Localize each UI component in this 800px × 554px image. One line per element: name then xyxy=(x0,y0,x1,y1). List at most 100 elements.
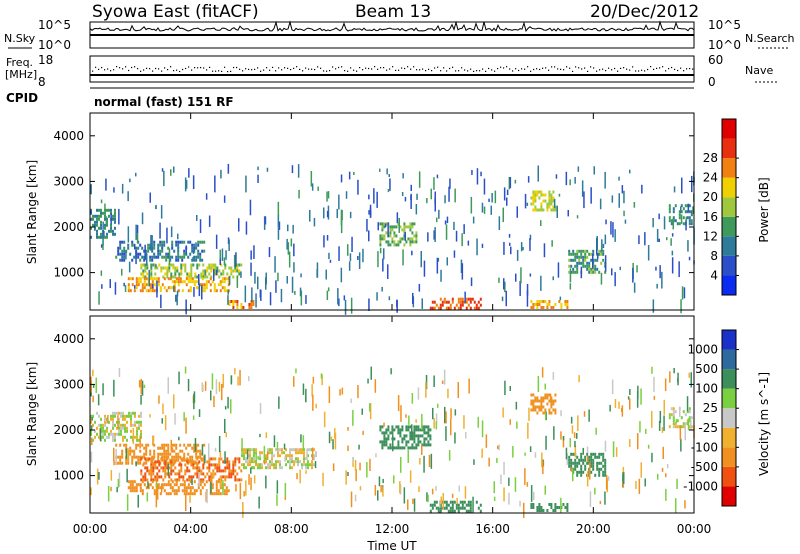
echo-cell xyxy=(397,428,400,432)
echo-cell xyxy=(399,225,402,229)
echo-cell xyxy=(236,269,239,273)
echo-cell xyxy=(173,280,176,284)
echo-cell xyxy=(430,453,433,469)
echo-cell xyxy=(245,460,247,464)
echo-cell xyxy=(445,306,448,310)
echo-cell xyxy=(142,478,145,482)
echo-cell xyxy=(611,195,614,203)
echo-cell xyxy=(250,477,252,490)
echo-cell xyxy=(215,379,218,395)
echo-cell xyxy=(427,434,430,438)
echo-cell xyxy=(178,371,180,385)
echo-cell xyxy=(552,402,555,406)
echo-cell xyxy=(230,375,233,385)
nave-dot xyxy=(506,66,508,68)
echo-cell xyxy=(461,300,464,304)
echo-cell xyxy=(389,234,392,238)
echo-cell xyxy=(202,478,205,482)
echo-cell xyxy=(157,277,160,281)
echo-cell xyxy=(204,269,207,273)
echo-cell xyxy=(328,252,330,260)
echo-cell xyxy=(171,280,174,284)
echo-cell xyxy=(391,225,394,229)
echo-cell xyxy=(188,469,191,473)
echo-cell xyxy=(153,289,156,293)
echo-cell xyxy=(200,275,203,279)
echo-cell xyxy=(206,489,208,504)
echo-cell xyxy=(273,435,276,448)
echo-cell xyxy=(220,469,223,473)
echo-cell xyxy=(651,411,653,428)
echo-cell xyxy=(668,210,671,214)
echo-cell xyxy=(118,208,120,225)
echo-cell xyxy=(536,190,539,194)
echo-cell xyxy=(253,475,256,484)
echo-cell xyxy=(192,415,195,420)
nave-dot xyxy=(413,66,415,68)
echo-cell xyxy=(389,243,392,247)
echo-cell xyxy=(377,490,379,501)
echo-cell xyxy=(185,486,188,490)
echo-cell xyxy=(476,238,478,256)
echo-cell xyxy=(586,267,589,271)
echo-cell xyxy=(98,214,100,218)
echo-cell xyxy=(520,267,522,284)
echo-cell xyxy=(199,452,202,456)
echo-cell xyxy=(566,453,568,465)
nave-dot xyxy=(146,67,148,69)
echo-cell xyxy=(134,411,136,415)
echo-cell xyxy=(433,300,436,304)
echo-cell xyxy=(195,242,197,249)
echo-cell xyxy=(688,407,691,411)
nave-dot xyxy=(572,70,574,72)
echo-cell xyxy=(668,216,671,220)
echo-cell xyxy=(558,506,561,509)
echo-cell xyxy=(472,496,474,514)
echo-cell xyxy=(473,459,475,465)
echo-cell xyxy=(191,246,194,250)
nave-dot xyxy=(539,68,541,71)
echo-cell xyxy=(538,190,541,194)
echo-cell xyxy=(185,180,188,189)
echo-cell xyxy=(186,460,189,464)
echo-cell xyxy=(193,258,196,262)
nave-dot xyxy=(281,69,283,71)
echo-cell xyxy=(381,440,384,444)
colorbar-tick-label: -100 xyxy=(691,440,718,454)
echo-cell xyxy=(395,225,398,229)
echo-cell xyxy=(674,219,677,223)
echo-cell xyxy=(206,466,209,470)
x-tick-label: 20:00 xyxy=(576,522,611,536)
echo-cell xyxy=(90,425,93,430)
echo-cell xyxy=(100,208,102,212)
echo-cell xyxy=(171,486,174,490)
echo-cell xyxy=(673,368,675,374)
echo-cell xyxy=(412,498,414,504)
echo-cell xyxy=(574,458,577,462)
nave-dot xyxy=(686,68,688,70)
echo-cell xyxy=(127,286,130,290)
echo-cell xyxy=(151,455,154,459)
echo-cell xyxy=(572,258,575,262)
echo-cell xyxy=(532,306,535,309)
echo-cell xyxy=(139,455,142,459)
echo-cell xyxy=(136,426,138,430)
echo-cell xyxy=(550,306,553,309)
echo-cell xyxy=(236,263,239,267)
echo-cell xyxy=(393,428,396,432)
nave-dot xyxy=(512,70,514,72)
echo-cell xyxy=(201,286,204,290)
echo-cell xyxy=(429,306,432,310)
echo-cell xyxy=(439,297,442,301)
nave-dot xyxy=(458,70,460,72)
echo-cell xyxy=(150,234,152,251)
echo-cell xyxy=(230,266,233,270)
echo-cell xyxy=(144,244,146,261)
echo-cell xyxy=(118,417,120,421)
nave-dot xyxy=(410,68,412,70)
colorbar-swatch xyxy=(722,408,736,428)
echo-cell xyxy=(600,467,603,471)
echo-cell xyxy=(193,489,196,493)
echo-cell xyxy=(92,384,95,388)
echo-cell xyxy=(610,221,612,235)
